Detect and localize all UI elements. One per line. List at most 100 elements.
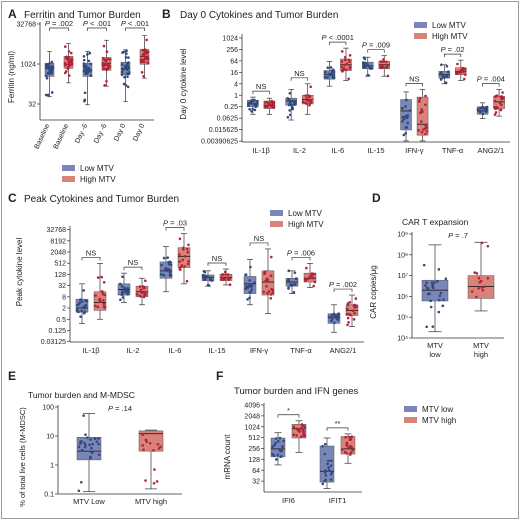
data-point [255, 101, 258, 105]
x-tick-label: TNF-α [442, 146, 464, 155]
panel-c-pvalue-label: P = .03 [163, 219, 187, 228]
y-tick-label: 512 [54, 261, 66, 268]
data-point [164, 267, 167, 271]
data-point [400, 120, 404, 123]
data-point [138, 285, 142, 288]
data-point [102, 44, 106, 48]
data-point [349, 444, 352, 448]
data-point [341, 70, 344, 73]
data-point [288, 101, 292, 105]
data-point [424, 103, 427, 107]
data-point [66, 58, 70, 62]
p-symbol: P [287, 248, 292, 257]
data-point [500, 97, 504, 101]
data-point [480, 241, 484, 245]
legend-label-high: MTV high [422, 416, 456, 425]
data-point [106, 57, 110, 61]
data-point [160, 273, 163, 276]
data-point [353, 312, 356, 315]
data-point [300, 435, 303, 438]
data-point [83, 441, 86, 445]
panel-a-pvalue-label: P = .002 [45, 19, 73, 28]
panel-d-pvalue-label: P = .7 [448, 231, 468, 240]
data-point [404, 131, 408, 135]
data-point [326, 462, 329, 466]
data-point [425, 281, 429, 285]
data-point [79, 442, 82, 446]
y-tick-label: 10⁴ [397, 336, 408, 343]
panel-label: D [372, 191, 381, 205]
panel-label: C [8, 191, 17, 205]
data-point [94, 294, 97, 297]
data-point [429, 305, 433, 309]
data-point [253, 281, 256, 284]
box-plot [285, 269, 299, 294]
data-point [80, 300, 84, 303]
data-point [142, 448, 145, 451]
panel-c-pvalue-label: NS [212, 254, 222, 263]
data-point [206, 275, 210, 279]
legend-swatch-high [270, 221, 283, 227]
panel-f-pvalue-label: ** [335, 419, 341, 428]
box [421, 279, 449, 302]
data-point [426, 292, 430, 296]
data-point [187, 243, 190, 247]
data-point [48, 70, 51, 73]
data-point [108, 58, 112, 61]
data-point [93, 437, 97, 440]
p-value: = .7 [453, 231, 468, 240]
legend-label-high: High MTV [288, 220, 324, 229]
data-point [271, 291, 275, 294]
y-tick-label: 512 [248, 435, 260, 442]
data-point [321, 444, 324, 448]
data-point [424, 124, 428, 128]
data-point [288, 109, 291, 112]
data-point [202, 278, 206, 281]
data-point [248, 279, 251, 282]
data-point [404, 115, 408, 118]
p-value: = .03 [168, 219, 187, 228]
data-point [367, 74, 370, 77]
data-point [88, 51, 92, 55]
data-point [145, 52, 148, 55]
x-tick-label: IL-6 [169, 346, 182, 355]
data-point [500, 95, 504, 98]
y-tick-label: 0.03125 [41, 339, 66, 346]
data-point [437, 310, 441, 314]
data-point [493, 99, 497, 103]
data-point [86, 53, 89, 56]
data-point [139, 295, 143, 298]
data-point [291, 106, 294, 109]
data-point [456, 62, 459, 66]
x-tick-label: Day 0 [113, 123, 127, 143]
y-tick-label: 2 [62, 306, 66, 313]
data-point [345, 68, 348, 72]
data-point [273, 443, 276, 447]
legend-f: MTV low MTV high [404, 405, 456, 425]
panel-d: D CAR T expansion CAR copies/μg [369, 191, 469, 319]
data-point [68, 74, 71, 77]
data-point [269, 297, 273, 300]
data-point [77, 489, 81, 493]
box-plot [263, 97, 276, 115]
data-point [124, 56, 128, 59]
data-point [135, 292, 139, 296]
data-point [178, 260, 181, 263]
y-tick-label: 64 [252, 468, 260, 475]
y-tick-label: 2048 [50, 250, 66, 257]
panel-b-pvalue-bracket [482, 83, 500, 87]
data-point [228, 283, 232, 286]
panel-title: Tumor burden and M-MDSC [28, 390, 135, 400]
panel-b-pvalue-label: NS [294, 69, 304, 78]
data-point [345, 313, 349, 316]
data-point [288, 91, 292, 95]
data-point [419, 120, 423, 123]
data-point [264, 279, 268, 283]
legend-swatch-low [62, 165, 75, 171]
data-point [384, 60, 388, 64]
data-point [253, 98, 256, 102]
data-point [476, 108, 480, 111]
data-point [382, 60, 386, 63]
data-point [120, 63, 124, 66]
data-point [313, 280, 317, 284]
